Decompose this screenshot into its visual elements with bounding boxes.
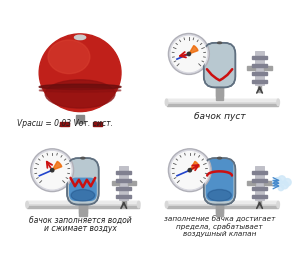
Ellipse shape (218, 42, 221, 44)
Bar (216, 86, 223, 96)
Bar (167, 201, 278, 208)
Ellipse shape (165, 201, 168, 208)
Circle shape (168, 149, 211, 192)
Bar (27, 206, 139, 208)
Bar (255, 51, 264, 85)
Bar (252, 179, 267, 182)
Text: воздушный клапан: воздушный клапан (183, 231, 256, 237)
Bar (27, 201, 139, 208)
Bar (252, 187, 267, 190)
Ellipse shape (26, 201, 28, 208)
Bar (116, 179, 131, 182)
Ellipse shape (39, 34, 121, 112)
Circle shape (187, 52, 190, 56)
Ellipse shape (277, 99, 280, 106)
Circle shape (273, 178, 282, 187)
Text: бачок пуст: бачок пуст (194, 112, 245, 121)
Circle shape (31, 149, 74, 192)
Bar (79, 205, 87, 216)
Text: бачок заполняется водой: бачок заполняется водой (29, 216, 131, 225)
FancyBboxPatch shape (67, 158, 99, 205)
Wedge shape (190, 161, 200, 170)
Circle shape (50, 169, 54, 172)
Bar (258, 200, 261, 207)
Circle shape (34, 152, 71, 189)
Bar (258, 85, 261, 92)
Circle shape (171, 36, 207, 72)
Bar (216, 205, 223, 216)
Circle shape (32, 150, 72, 190)
FancyBboxPatch shape (206, 158, 233, 201)
Bar (264, 66, 272, 70)
Bar (248, 66, 255, 70)
Circle shape (188, 169, 191, 172)
Bar (128, 181, 136, 185)
Bar (167, 104, 278, 106)
Ellipse shape (81, 157, 85, 159)
Bar (93, 122, 102, 126)
Bar (167, 99, 278, 101)
Bar (216, 88, 223, 99)
FancyBboxPatch shape (69, 178, 97, 201)
Text: Vрасш = 0,03 Vот. сист.: Vрасш = 0,03 Vот. сист. (16, 119, 112, 128)
Ellipse shape (71, 189, 95, 201)
Bar (252, 64, 267, 67)
Bar (119, 167, 128, 200)
Bar (116, 187, 131, 190)
Text: и сжимает воздух: и сжимает воздух (44, 224, 116, 233)
Bar (112, 181, 119, 185)
Bar (79, 204, 87, 213)
Circle shape (281, 181, 288, 189)
Bar (252, 80, 267, 83)
FancyBboxPatch shape (204, 43, 236, 88)
Bar (216, 204, 223, 213)
Bar (252, 195, 267, 198)
Circle shape (284, 178, 291, 186)
Wedge shape (189, 45, 198, 54)
Ellipse shape (74, 35, 86, 40)
Ellipse shape (39, 89, 121, 92)
Bar (167, 206, 278, 208)
Circle shape (168, 34, 209, 74)
Text: предела, срабатывает: предела, срабатывает (176, 223, 263, 230)
Circle shape (278, 176, 286, 183)
Bar (264, 181, 272, 185)
Bar (248, 181, 255, 185)
Bar (60, 122, 69, 126)
Circle shape (170, 150, 210, 190)
FancyBboxPatch shape (204, 158, 236, 205)
Ellipse shape (39, 84, 121, 90)
Text: заполнение бачка достигает: заполнение бачка достигает (164, 215, 275, 222)
Bar (167, 99, 278, 106)
Bar (27, 201, 139, 203)
Circle shape (171, 152, 208, 189)
Wedge shape (52, 161, 62, 170)
Bar (167, 201, 278, 203)
Bar (76, 115, 84, 123)
Ellipse shape (218, 157, 221, 159)
Ellipse shape (137, 201, 140, 208)
Bar (252, 171, 267, 174)
Bar (116, 171, 131, 174)
Ellipse shape (48, 40, 90, 74)
Ellipse shape (277, 201, 280, 208)
Ellipse shape (208, 189, 231, 201)
Circle shape (170, 35, 208, 73)
Bar (255, 167, 264, 200)
Ellipse shape (165, 99, 168, 106)
Bar (116, 195, 131, 198)
Bar (252, 72, 267, 75)
Ellipse shape (45, 80, 115, 108)
Circle shape (278, 185, 284, 191)
Bar (252, 56, 267, 59)
Bar (122, 200, 126, 207)
